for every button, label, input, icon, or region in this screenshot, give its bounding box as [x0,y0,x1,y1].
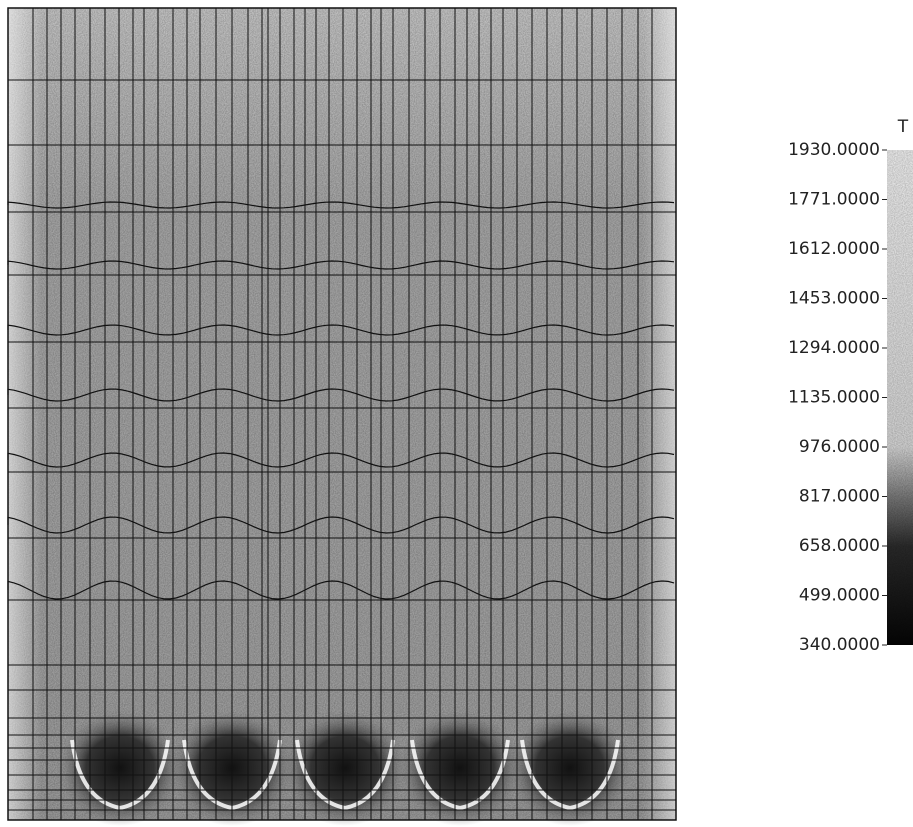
colorbar-tick-label: 1771.0000 [788,190,880,210]
colorbar-tick-label: 1294.0000 [788,338,880,358]
colorbar-tick-label: 1135.0000 [788,388,880,408]
colorbar-tick-label: 340.0000 [799,635,880,655]
colorbar: 1930.0000 1771.0000 1612.0000 1453.0000 1294… [788,140,913,655]
colorbar-tick-label: 1930.0000 [788,140,880,160]
isotherm [7,452,675,468]
isotherm [7,260,675,270]
colorbar-title: T [897,117,909,137]
cold-ring [520,739,620,811]
colorbar-tick-label: 499.0000 [799,586,880,606]
colorbar-tick-label: 817.0000 [799,487,880,507]
colorbar-tick-label: 1612.0000 [788,239,880,259]
colorbar-tick-label: 1453.0000 [788,289,880,309]
cold-ring [410,739,510,811]
isotherm [7,388,675,402]
isotherm [7,580,675,600]
isotherm [7,516,675,534]
cold-spot [283,710,407,826]
field-edge [8,8,676,820]
colorbar-tick-label: 658.0000 [799,536,880,556]
plot-frame [7,7,677,821]
colorbar-texture [887,150,913,645]
cold-ring [70,739,170,811]
isotherm [7,201,675,209]
colorbar-tick-label: 976.0000 [799,437,880,457]
temperature-field [8,8,676,826]
cold-spot [58,710,182,826]
cold-spot [508,710,632,826]
isotherm [7,324,675,336]
mesh [7,8,676,820]
